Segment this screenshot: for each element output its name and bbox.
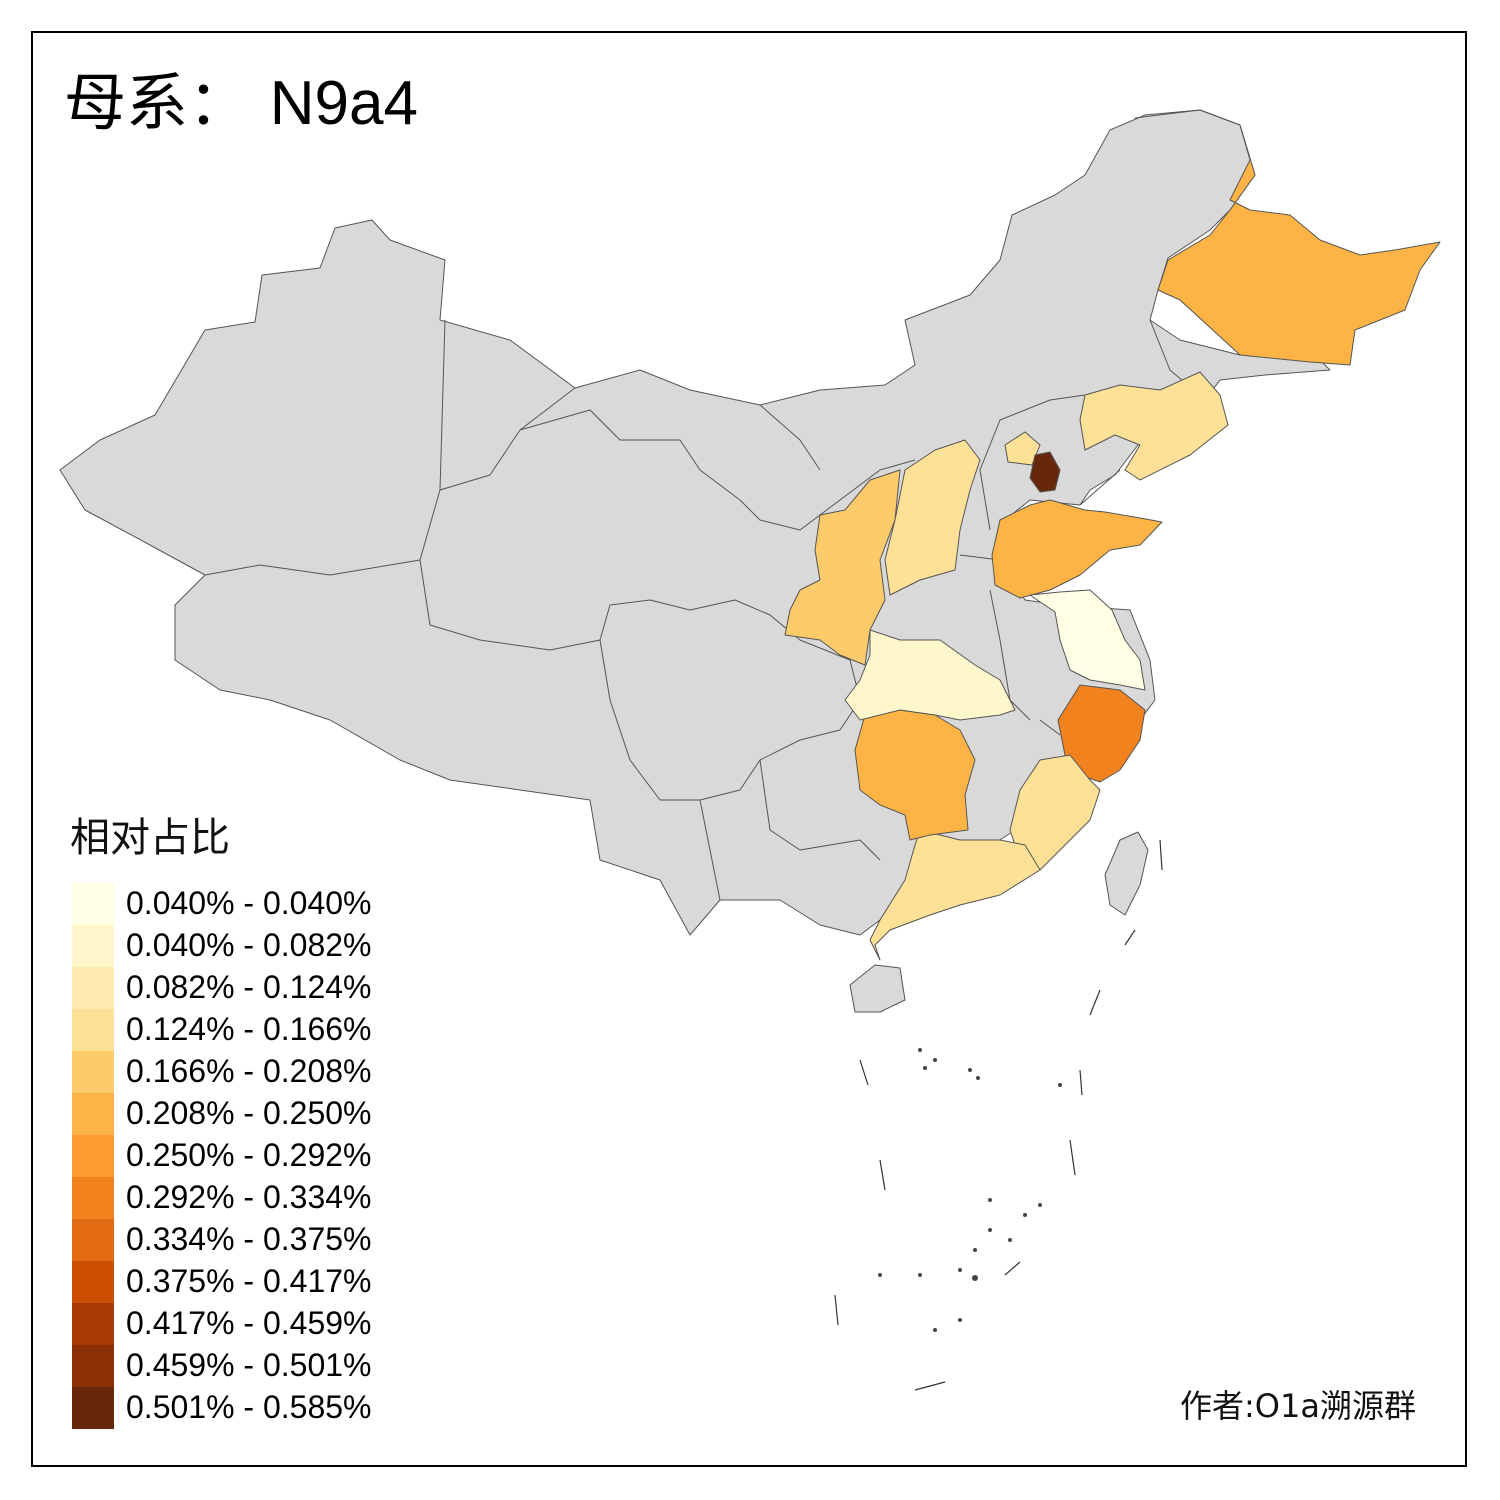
legend-label: 0.166% - 0.208% [126,1053,372,1089]
region-taiwan [1104,831,1149,916]
legend-label: 0.124% - 0.166% [126,1011,372,1047]
legend-swatch [72,1219,114,1261]
legend-swatch [72,1009,114,1051]
legend-swatch [72,883,114,925]
legend-label: 0.459% - 0.501% [126,1347,372,1383]
title-prefix: 母系： [64,66,251,139]
legend-swatch [72,1261,114,1303]
legend-item: 0.334% - 0.375% [72,1219,412,1261]
legend-item: 0.040% - 0.082% [72,925,412,967]
legend-item: 0.082% - 0.124% [72,967,412,1009]
legend-swatch [72,1177,114,1219]
author-credit: 作者:O1a溯源群 [1180,1387,1416,1425]
legend-item: 0.208% - 0.250% [72,1093,412,1135]
legend-label: 0.501% - 0.585% [126,1389,372,1425]
legend-item: 0.375% - 0.417% [72,1261,412,1303]
legend-swatch [72,1093,114,1135]
south-sea-islands [834,839,1163,1391]
legend-swatch [72,925,114,967]
legend-swatch [72,967,114,1009]
province-heilongjiang [1134,109,1441,366]
map-frame [31,31,1467,1467]
map-title: 母系： N9a4 [64,72,418,135]
legend-label: 0.208% - 0.250% [126,1095,372,1131]
legend-item: 0.501% - 0.585% [72,1387,412,1429]
province-fujian [1009,754,1101,871]
legend: 0.040% - 0.040% 0.040% - 0.082% 0.082% - 0… [72,883,412,1429]
province-shanxi [884,439,981,596]
province-zhejiang [1057,684,1146,783]
province-tianjin [1029,451,1061,493]
legend-item: 0.459% - 0.501% [72,1345,412,1387]
legend-label: 0.375% - 0.417% [126,1263,372,1299]
legend-label: 0.417% - 0.459% [126,1305,372,1341]
legend-title: 相对占比 [70,815,230,861]
legend-item: 0.250% - 0.292% [72,1135,412,1177]
legend-item: 0.040% - 0.040% [72,883,412,925]
legend-label: 0.040% - 0.040% [126,885,372,921]
legend-label: 0.292% - 0.334% [126,1179,372,1215]
province-shaanxi [784,469,901,666]
legend-item: 0.417% - 0.459% [72,1303,412,1345]
province-hunan [854,709,976,841]
legend-label: 0.334% - 0.375% [126,1221,372,1257]
island-dots [878,1048,1062,1332]
title-haplogroup: N9a4 [269,69,418,138]
legend-item: 0.292% - 0.334% [72,1177,412,1219]
legend-swatch [72,1345,114,1387]
province-guangdong [869,829,1041,961]
province-jiangsu [1029,589,1146,691]
legend-label: 0.250% - 0.292% [126,1137,372,1173]
legend-item: 0.124% - 0.166% [72,1009,412,1051]
legend-swatch [72,1387,114,1429]
legend-label: 0.040% - 0.082% [126,927,372,963]
legend-item: 0.166% - 0.208% [72,1051,412,1093]
province-hubei [844,629,1016,721]
legend-label: 0.082% - 0.124% [126,969,372,1005]
legend-swatch [72,1135,114,1177]
legend-swatch [72,1303,114,1345]
province-shandong [991,499,1163,599]
region-hainan [849,964,906,1013]
province-liaoning [1079,371,1229,481]
legend-swatch [72,1051,114,1093]
